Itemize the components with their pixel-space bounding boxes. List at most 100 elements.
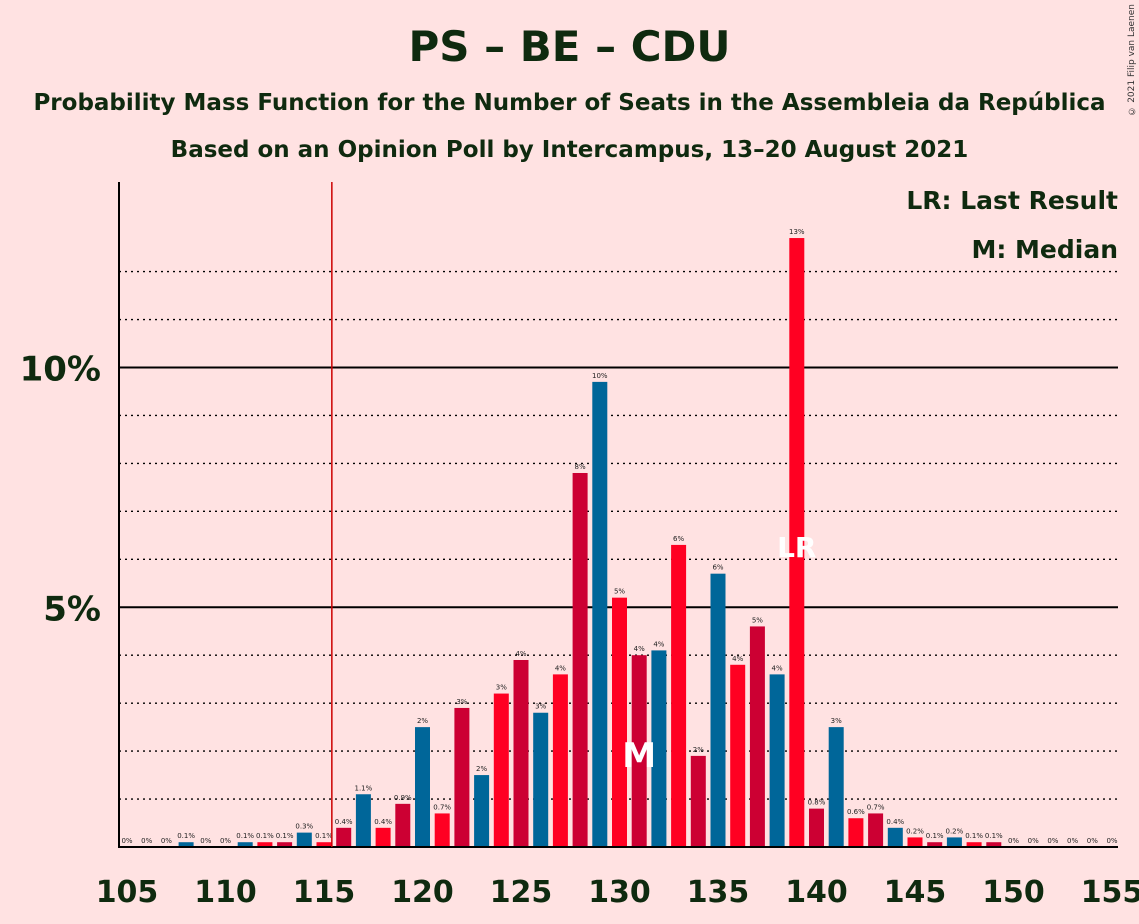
x-tick-155: 155 [1081,875,1139,910]
bar-seat-136 [730,664,746,847]
bar-seat-135 [710,573,726,847]
data-label-seat-116: 0.4% [335,818,353,826]
y-tick-10-percent: 10% [20,350,101,390]
legend-median: M: Median [971,235,1118,264]
bar-seat-130 [612,597,627,847]
data-label-seat-114: 0.3% [295,823,313,831]
data-label-seat-134: 2% [693,746,704,754]
chart-subtitle-1: Probability Mass Function for the Number… [33,90,1106,116]
chart-title: PS – BE – CDU [408,22,731,71]
bar-seat-120 [415,727,430,847]
bar-seat-137 [749,626,765,847]
data-label-seat-143: 0.7% [867,803,885,811]
data-label-seat-115: 0.1% [315,832,333,840]
last-result-marker: LR [777,531,816,564]
x-tick-105: 105 [96,875,159,910]
data-label-seat-126: 3% [535,703,546,711]
bar-seat-133 [671,544,687,847]
data-label-seat-123: 2% [476,765,487,773]
data-label-seat-147: 0.2% [946,827,964,835]
data-label-seat-129: 10% [592,372,608,380]
x-tick-145: 145 [884,875,947,910]
data-label-seat-122: 3% [456,698,467,706]
bar-seat-117 [355,794,371,847]
data-label-seat-132: 4% [653,640,664,648]
data-label-seat-118: 0.4% [374,818,392,826]
data-label-seat-149: 0.1% [985,832,1003,840]
data-label-seat-155: 0% [1106,837,1117,845]
data-label-seat-107: 0% [161,837,172,845]
data-label-seat-131: 4% [634,645,645,653]
data-label-seat-142: 0.6% [847,808,865,816]
data-label-seat-112: 0.1% [256,832,274,840]
x-tick-125: 125 [490,875,553,910]
data-label-seat-152: 0% [1047,837,1058,845]
data-label-seat-136: 4% [732,655,743,663]
x-tick-115: 115 [293,875,356,910]
data-label-seat-154: 0% [1087,837,1098,845]
bar-seat-125 [513,659,529,847]
bar-seat-113 [277,842,293,847]
data-label-seat-150: 0% [1008,837,1019,845]
data-label-seat-121: 0.7% [433,803,451,811]
data-labels: 0% 0% 0%0.1%0% 0%0.1% 0.1% 0.1%0.3%0.1%0.4%1.… [121,228,1117,845]
legend-last-result: LR: Last Result [906,186,1118,215]
data-label-seat-145: 0.2% [906,827,924,835]
bar-seat-141 [828,727,844,847]
data-label-seat-111: 0.1% [236,832,254,840]
data-label-seat-110: 0% [220,837,231,845]
bar-seat-111 [237,842,253,847]
bar-seat-147 [946,837,962,847]
data-label-seat-106: 0% [141,837,152,845]
x-tick-120: 120 [391,875,454,910]
y-tick-5-percent: 5% [43,589,101,629]
bar-seat-149 [986,842,1002,847]
bar-seat-115 [316,842,332,847]
x-tick-140: 140 [785,875,848,910]
data-label-seat-130: 5% [614,588,625,596]
x-tick-110: 110 [194,875,257,910]
data-label-seat-151: 0% [1028,837,1039,845]
bar-seat-134 [690,755,706,847]
data-label-seat-144: 0.4% [886,818,904,826]
x-tick-130: 130 [588,875,651,910]
bar-seat-108 [178,842,194,847]
bar-seat-127 [552,674,568,847]
bar-seat-114 [296,832,312,847]
bar-seat-122 [454,707,470,847]
data-label-seat-146: 0.1% [926,832,944,840]
axes: 105 110 115 120 125 130 135 140 145 150 155 5% 10% M L… [20,182,1139,910]
bar-seat-129 [592,381,608,847]
data-label-seat-113: 0.1% [276,832,294,840]
bar-seat-131 [631,655,647,847]
bar-seat-148 [966,842,982,847]
chart-subtitle-2: Based on an Opinion Poll by Intercampus,… [170,137,969,163]
bar-seat-128 [572,472,588,847]
bar-seat-118 [375,827,391,847]
bar-seat-140 [809,808,824,847]
bar-seat-142 [848,818,864,847]
bar-seat-124 [493,693,509,847]
bar-seat-116 [336,827,352,847]
bar-seat-112 [257,842,273,847]
bar-seat-144 [887,827,903,847]
x-tick-150: 150 [982,875,1045,910]
data-label-seat-125: 4% [515,650,526,658]
bar-seat-121 [434,813,450,847]
data-label-seat-148: 0.1% [965,832,983,840]
bar-seat-146 [927,842,943,847]
data-label-seat-138: 4% [772,664,783,672]
data-label-seat-135: 6% [712,564,723,572]
data-label-seat-117: 1.1% [355,784,373,792]
data-label-seat-105: 0% [121,837,132,845]
data-label-seat-119: 0.9% [394,794,412,802]
median-marker: M [622,736,656,776]
data-label-seat-139: 13% [789,228,805,236]
bar-seat-139 [789,238,805,847]
data-label-seat-128: 8% [575,463,586,471]
bar-seat-138 [769,674,785,847]
bar-seat-143 [868,813,884,847]
bar-seat-145 [907,837,923,847]
data-label-seat-108: 0.1% [177,832,195,840]
